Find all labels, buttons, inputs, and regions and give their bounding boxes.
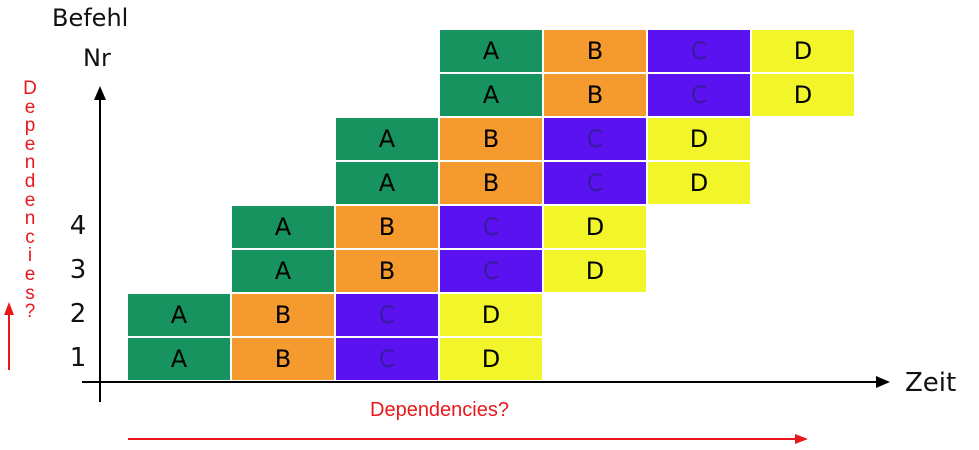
- y-tick-2: 2: [69, 299, 87, 329]
- stage-cell-b-row-5: B: [440, 162, 542, 204]
- stage-cell-b-row-7: B: [544, 74, 646, 116]
- stage-cell-a-row-6: A: [336, 118, 438, 160]
- stage-cell-c-row-8: C: [648, 30, 750, 72]
- dependencies-vertical-char: ?: [24, 301, 36, 323]
- dependencies-vertical-char: d: [24, 170, 36, 192]
- dependencies-vertical-char: s: [25, 282, 35, 304]
- stage-cell-b-row-4: B: [336, 206, 438, 248]
- y-axis-label-line2: Nr: [83, 46, 111, 70]
- stage-cell-b-row-1: B: [232, 338, 334, 380]
- dependencies-vertical-char: i: [27, 245, 33, 267]
- stage-cell-c-row-6: C: [544, 118, 646, 160]
- stage-cell-c-row-2: C: [336, 294, 438, 336]
- stage-cell-c-row-1: C: [336, 338, 438, 380]
- stage-cell-c-row-5: C: [544, 162, 646, 204]
- stage-cell-c-row-7: C: [648, 74, 750, 116]
- stage-cell-b-row-6: B: [440, 118, 542, 160]
- dependencies-horizontal-arrowhead: [795, 434, 808, 444]
- dependencies-vertical-char: e: [24, 133, 36, 155]
- dependencies-vertical-char: n: [24, 208, 36, 230]
- dependencies-vertical-char: D: [23, 78, 37, 99]
- stage-cell-b-row-2: B: [232, 294, 334, 336]
- y-tick-3: 3: [69, 255, 87, 285]
- stage-cell-b-row-3: B: [336, 250, 438, 292]
- stage-cell-a-row-7: A: [440, 74, 542, 116]
- stage-cell-d-row-6: D: [648, 118, 750, 160]
- dependencies-vertical-char: e: [24, 189, 36, 211]
- dependencies-horizontal-label: Dependencies?: [370, 399, 509, 421]
- stage-cell-a-row-8: A: [440, 30, 542, 72]
- stage-cell-a-row-2: A: [128, 294, 230, 336]
- stage-cell-d-row-2: D: [440, 294, 542, 336]
- stage-cell-a-row-4: A: [232, 206, 334, 248]
- dependencies-vertical-char: e: [24, 96, 36, 118]
- dependencies-vertical-char: c: [25, 226, 35, 248]
- dependencies-vertical-char: e: [24, 263, 36, 285]
- stage-cell-d-row-5: D: [648, 162, 750, 204]
- stage-cell-d-row-4: D: [544, 206, 646, 248]
- stage-cell-d-row-7: D: [752, 74, 854, 116]
- y-axis-label-line1: Befehl: [52, 4, 129, 32]
- stage-cell-b-row-8: B: [544, 30, 646, 72]
- x-axis-label: Zeit: [905, 368, 957, 398]
- stage-cell-d-row-8: D: [752, 30, 854, 72]
- y-tick-1: 1: [69, 343, 87, 373]
- stage-cell-c-row-4: C: [440, 206, 542, 248]
- stage-cell-a-row-3: A: [232, 250, 334, 292]
- dependencies-vertical-char: n: [24, 152, 36, 174]
- stage-cell-d-row-3: D: [544, 250, 646, 292]
- stage-cell-d-row-1: D: [440, 338, 542, 380]
- y-axis-arrowhead: [94, 86, 106, 100]
- y-tick-4: 4: [69, 211, 87, 241]
- stage-cell-a-row-5: A: [336, 162, 438, 204]
- dependencies-vertical-char: p: [24, 115, 36, 137]
- dependencies-vertical-arrowhead: [4, 302, 14, 315]
- stage-cell-a-row-1: A: [128, 338, 230, 380]
- stage-cell-c-row-3: C: [440, 250, 542, 292]
- x-axis-arrowhead: [876, 376, 890, 388]
